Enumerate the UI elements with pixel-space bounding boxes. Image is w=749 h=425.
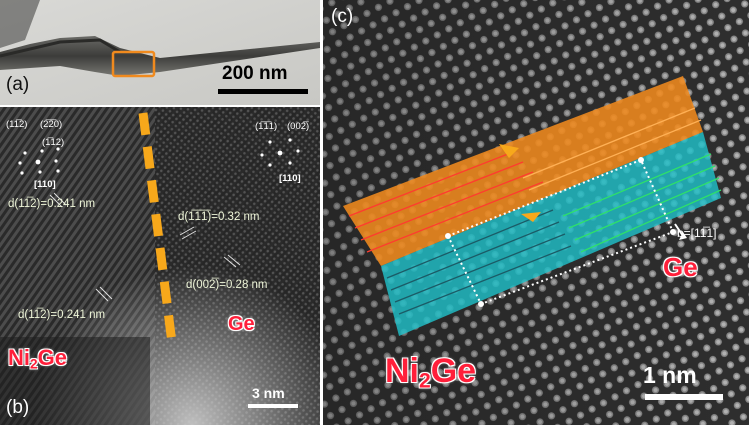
panel-a-scale-bar	[218, 89, 308, 94]
d-spacing-label: d(002̅)=0.28 nm	[186, 279, 268, 291]
panel-a-label: (a)	[6, 74, 30, 95]
panel-a-tem-image: (a) 200 nm	[0, 0, 320, 105]
panel-c-scale-bar	[645, 394, 723, 400]
d-spacing-label: d(11̅2)=0.241 nm	[18, 309, 106, 321]
panel-b-graphic	[0, 107, 320, 425]
panel-c-scale-label: 1 nm	[643, 362, 697, 388]
cyan-band	[381, 132, 721, 336]
panel-a-graphic	[0, 0, 320, 105]
d-spacing-label: d(11̅2)=0.241 nm	[8, 198, 96, 210]
sad-spot-label: (1̅12)	[42, 137, 65, 148]
panel-c-graphic	[323, 0, 749, 425]
zone-axis-right: [110]	[279, 173, 301, 184]
dislocation-marker	[499, 144, 519, 158]
dislocation-marker	[521, 212, 541, 222]
panel-b-scale-bar	[248, 404, 298, 408]
selection-box	[111, 50, 156, 78]
burgers-vector-label: b=[11̅1]	[677, 226, 717, 240]
diffraction-pattern-right	[260, 138, 300, 167]
sad-spot-label: (002̅)	[287, 121, 310, 132]
panel-c-atomic-image: (c) b=[11̅1] Ge Ni2Ge 1 nm	[323, 0, 749, 425]
sad-spot-label: (11̅2)	[6, 119, 28, 130]
panel-b-hrtem-image: (11̅2) (2̅2̅0) (1̅12) [110] (1̅1̅1) (002…	[0, 107, 320, 425]
phase-label-ge: Ge	[663, 252, 698, 282]
panel-b-label: (b)	[6, 397, 30, 418]
phase-label-ge: Ge	[228, 313, 255, 335]
panel-a-scale-label: 200 nm	[222, 63, 288, 84]
sad-spot-label: (1̅1̅1)	[255, 121, 278, 132]
sad-spot-label: (2̅2̅0)	[40, 119, 63, 130]
orange-band	[343, 76, 703, 266]
zone-axis-left: [110]	[34, 179, 56, 190]
panel-b-scale-label: 3 nm	[252, 385, 285, 401]
d-spacing-label: d(1̅1̅1̅)=0.32 nm	[178, 211, 260, 223]
burgers-arrow	[674, 223, 684, 237]
diffraction-pattern-left	[18, 147, 60, 175]
phase-label-ni2ge: Ni2Ge	[8, 345, 67, 372]
interface-marker	[138, 112, 177, 344]
panel-c-label: (c)	[331, 6, 354, 27]
phase-label-ni2ge: Ni2Ge	[385, 352, 477, 393]
